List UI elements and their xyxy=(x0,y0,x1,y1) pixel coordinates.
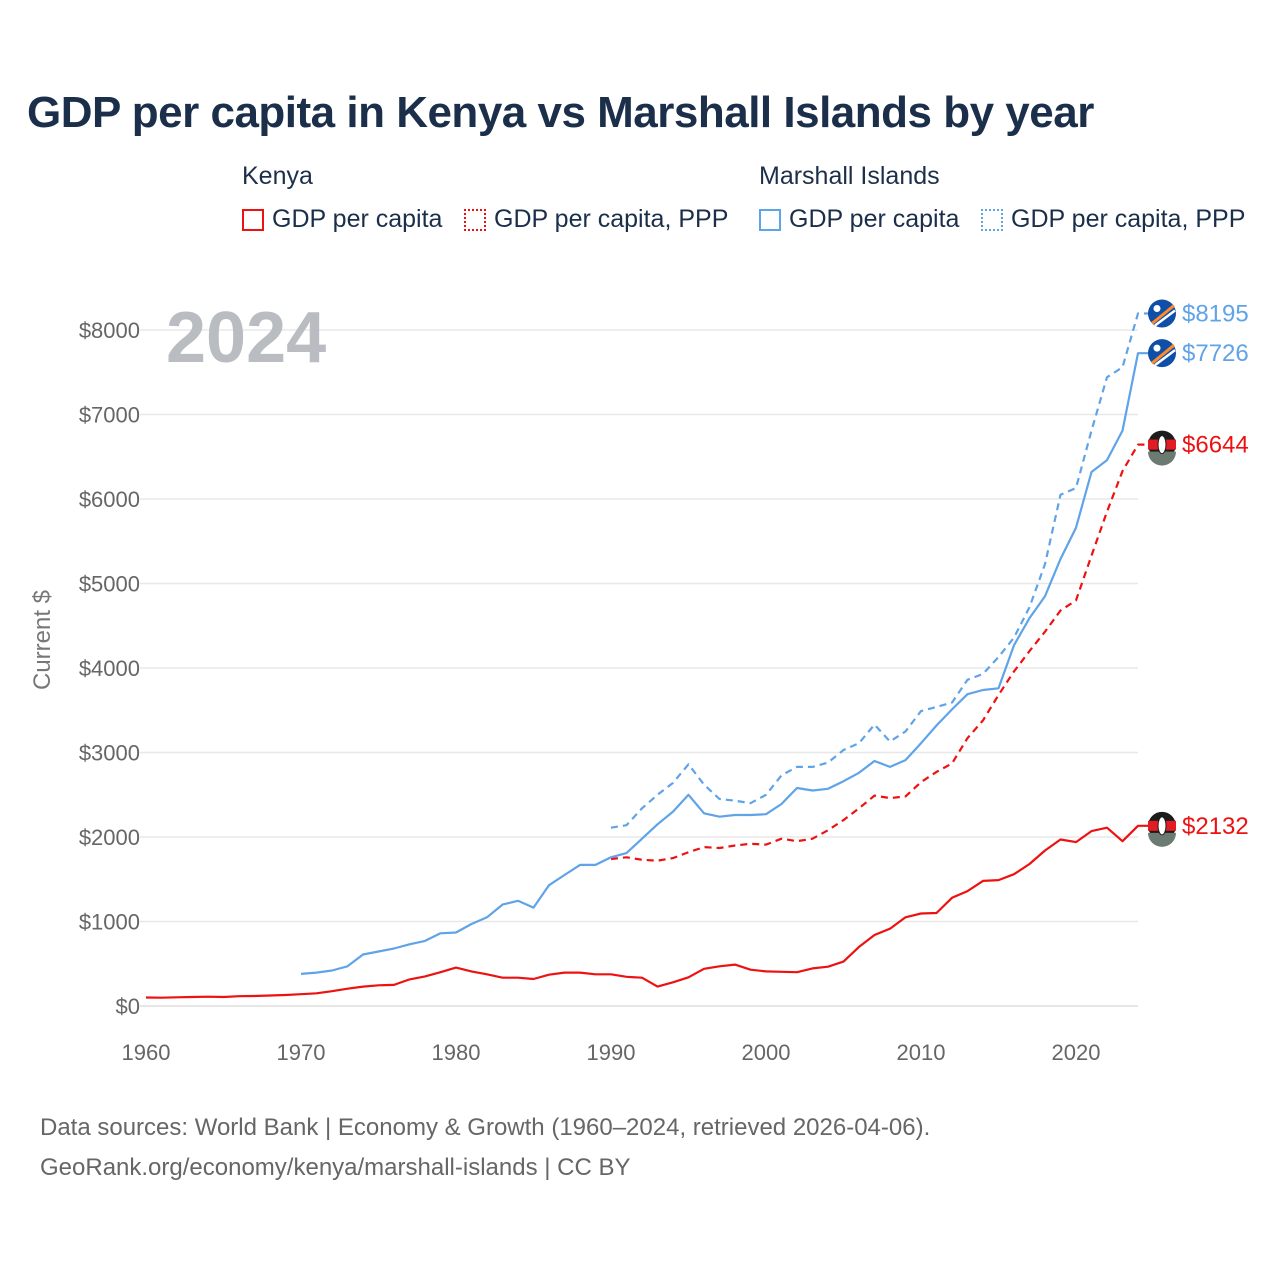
flag-stripe xyxy=(1151,343,1175,365)
flag-band xyxy=(1148,832,1176,847)
y-axis-label: Current $ xyxy=(29,590,56,690)
series-line xyxy=(145,824,1150,999)
legend-label: GDP per capita, PPP xyxy=(494,205,729,233)
legend-marshall-gdp[interactable]: GDP per capita xyxy=(759,205,959,234)
year-watermark: 2024 xyxy=(166,298,326,378)
star-icon xyxy=(1153,344,1161,352)
legend-kenya-gdp[interactable]: GDP per capita xyxy=(242,205,442,234)
x-tick-label: 1990 xyxy=(587,1040,636,1065)
legend-group-kenya: Kenya xyxy=(242,162,313,190)
series-line xyxy=(610,312,1150,829)
legend-swatch xyxy=(464,208,486,231)
end-value-label: $2132 xyxy=(1182,813,1249,840)
source-line-1: Data sources: World Bank | Economy & Gro… xyxy=(40,1114,931,1141)
x-tick-label: 2010 xyxy=(897,1040,946,1065)
series-line xyxy=(300,352,1150,975)
end-value-label: $8195 xyxy=(1182,301,1249,328)
x-tick-label: 2020 xyxy=(1052,1040,1101,1065)
legend-group-marshall-islands: Marshall Islands xyxy=(759,162,940,190)
end-value-label: $7726 xyxy=(1182,340,1249,367)
x-tick-label: 1980 xyxy=(432,1040,481,1065)
marshall-islands-flag-icon xyxy=(1148,299,1176,328)
legend-kenya-ppp[interactable]: GDP per capita, PPP xyxy=(464,205,728,234)
source-note: Data sources: World Bank | Economy & Gro… xyxy=(40,1108,930,1188)
source-line-2[interactable]: GeoRank.org/economy/kenya/marshall-islan… xyxy=(40,1154,631,1181)
legend-swatch xyxy=(981,208,1003,231)
kenya-flag-icon xyxy=(1148,430,1176,466)
legend-swatch xyxy=(242,208,264,231)
legend-label: GDP per capita xyxy=(272,205,443,233)
chart-title: GDP per capita in Kenya vs Marshall Isla… xyxy=(27,88,1094,137)
marshall-islands-flag-icon xyxy=(1148,339,1176,368)
flag-stripe xyxy=(1154,309,1176,327)
y-tick-label: $5000 xyxy=(79,572,140,597)
y-tick-label: $2000 xyxy=(79,825,140,850)
kenya-flag-icon xyxy=(1148,811,1176,847)
y-tick-label: $3000 xyxy=(79,741,140,766)
x-tick-label: 2000 xyxy=(742,1040,791,1065)
legend-swatch xyxy=(759,208,781,231)
legend-label: GDP per capita xyxy=(789,205,960,233)
y-tick-label: $0 xyxy=(116,994,140,1019)
x-tick-label: 1960 xyxy=(122,1040,171,1065)
legend-marshall-ppp[interactable]: GDP per capita, PPP xyxy=(981,205,1245,234)
series-line xyxy=(610,443,1150,862)
flag-stripe xyxy=(1151,304,1175,325)
x-tick-label: 1970 xyxy=(277,1040,326,1065)
shield-icon xyxy=(1157,435,1167,455)
y-tick-label: $8000 xyxy=(79,318,140,343)
end-value-label: $6644 xyxy=(1182,432,1249,459)
legend-label: GDP per capita, PPP xyxy=(1011,205,1246,233)
shield-icon xyxy=(1157,816,1167,836)
y-tick-label: $6000 xyxy=(79,487,140,512)
star-icon xyxy=(1153,305,1161,313)
flag-stripe xyxy=(1154,349,1176,367)
flag-band xyxy=(1148,451,1176,466)
y-tick-label: $4000 xyxy=(79,656,140,681)
y-tick-label: $7000 xyxy=(79,403,140,428)
y-tick-label: $1000 xyxy=(79,910,140,935)
